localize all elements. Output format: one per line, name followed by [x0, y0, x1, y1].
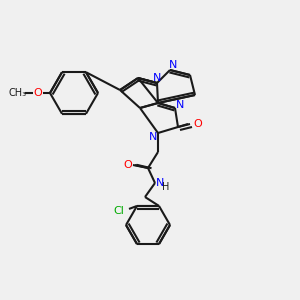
Text: O: O: [124, 160, 132, 170]
Text: O: O: [34, 88, 42, 98]
Text: N: N: [169, 60, 177, 70]
Text: N: N: [153, 73, 161, 83]
Text: N: N: [149, 132, 157, 142]
Text: H: H: [162, 182, 170, 192]
Text: N: N: [156, 178, 164, 188]
Text: N: N: [176, 100, 184, 110]
Text: O: O: [194, 119, 202, 129]
Text: CH₃: CH₃: [9, 88, 27, 98]
Text: Cl: Cl: [114, 206, 124, 216]
